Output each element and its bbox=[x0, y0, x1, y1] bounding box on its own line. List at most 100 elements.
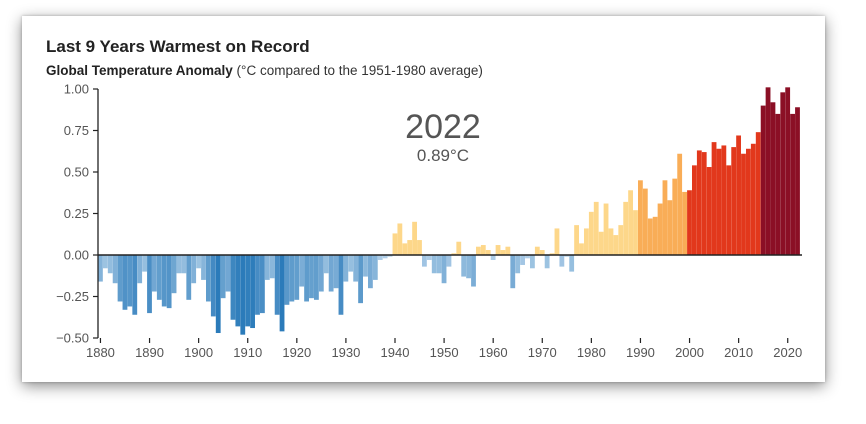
x-tick-label: 1990 bbox=[626, 345, 655, 360]
bar-1962 bbox=[500, 250, 506, 255]
bar-2011 bbox=[741, 153, 746, 255]
bar-1997 bbox=[672, 178, 678, 255]
bar-1890 bbox=[147, 255, 152, 314]
bar-1961 bbox=[495, 245, 501, 255]
bar-1978 bbox=[579, 243, 584, 255]
y-tick-label: 0.25 bbox=[64, 206, 89, 221]
bar-1966 bbox=[520, 255, 525, 265]
bar-1926 bbox=[323, 255, 329, 274]
x-tick-label: 1950 bbox=[430, 345, 459, 360]
chart-subtitle-bold: Global Temperature Anomaly bbox=[46, 63, 233, 78]
y-tick-label: −0.50 bbox=[56, 331, 89, 346]
bar-1889 bbox=[142, 255, 147, 272]
bar-1947 bbox=[426, 255, 432, 260]
bar-1918 bbox=[284, 255, 290, 305]
x-tick-label: 1960 bbox=[479, 345, 508, 360]
bar-1951 bbox=[446, 255, 452, 267]
bar-1904 bbox=[215, 255, 221, 334]
bar-1982 bbox=[598, 231, 604, 255]
y-tick-label: 0.75 bbox=[64, 123, 89, 138]
bar-1899 bbox=[191, 255, 197, 284]
bar-1884 bbox=[117, 255, 123, 302]
bar-1925 bbox=[318, 255, 324, 292]
x-tick-label: 1930 bbox=[331, 345, 360, 360]
bar-2004 bbox=[706, 167, 712, 255]
bar-1905 bbox=[220, 255, 226, 299]
bar-1945 bbox=[417, 240, 422, 255]
bar-1979 bbox=[584, 228, 589, 255]
bar-1882 bbox=[107, 255, 113, 274]
bar-1946 bbox=[422, 255, 427, 267]
bar-1930 bbox=[343, 255, 349, 282]
bar-1995 bbox=[662, 180, 668, 255]
bar-1992 bbox=[647, 218, 653, 255]
bar-1909 bbox=[240, 255, 246, 335]
bar-2018 bbox=[775, 113, 781, 256]
bar-1913 bbox=[260, 255, 265, 314]
bar-1980 bbox=[588, 211, 594, 255]
bar-1881 bbox=[102, 255, 108, 269]
bar-1969 bbox=[534, 246, 540, 255]
bar-2020 bbox=[785, 87, 791, 255]
x-tick-label: 2010 bbox=[724, 345, 753, 360]
chart-subtitle-rest: (°C compared to the 1951-1980 average) bbox=[232, 63, 483, 78]
bar-1894 bbox=[166, 255, 172, 309]
y-tick-label: −0.25 bbox=[56, 289, 89, 304]
bar-2008 bbox=[726, 165, 732, 255]
bar-1991 bbox=[642, 188, 648, 255]
bar-1971 bbox=[544, 255, 550, 269]
bar-2022 bbox=[795, 107, 800, 255]
bar-1940 bbox=[392, 233, 398, 255]
bar-1929 bbox=[338, 255, 344, 315]
bar-1888 bbox=[137, 255, 143, 284]
bar-1967 bbox=[525, 255, 530, 259]
bar-2015 bbox=[760, 105, 766, 255]
bar-2003 bbox=[701, 152, 707, 255]
bar-1990 bbox=[638, 180, 643, 255]
bar-1952 bbox=[451, 253, 457, 255]
bar-1957 bbox=[476, 246, 481, 255]
bar-1944 bbox=[412, 221, 417, 255]
bar-1897 bbox=[181, 255, 187, 274]
bar-1973 bbox=[554, 228, 560, 255]
bar-1984 bbox=[608, 228, 614, 255]
bar-1924 bbox=[314, 255, 319, 300]
bar-1919 bbox=[289, 255, 295, 302]
bar-1920 bbox=[294, 255, 300, 300]
bar-1908 bbox=[235, 255, 241, 327]
bar-1903 bbox=[210, 255, 216, 317]
bar-1910 bbox=[245, 255, 251, 327]
bar-1885 bbox=[122, 255, 128, 310]
x-tick-label: 1920 bbox=[282, 345, 311, 360]
bar-1886 bbox=[127, 255, 133, 307]
highlight-year: 2022 bbox=[405, 108, 481, 146]
chart-title: Last 9 Years Warmest on Record bbox=[46, 37, 310, 56]
bar-1912 bbox=[255, 255, 260, 315]
bar-1939 bbox=[387, 255, 393, 257]
bar-1938 bbox=[382, 255, 388, 259]
bar-2010 bbox=[736, 135, 741, 255]
bar-2013 bbox=[750, 143, 756, 255]
bar-2017 bbox=[770, 102, 776, 255]
bar-1914 bbox=[264, 255, 270, 280]
bar-1974 bbox=[559, 255, 565, 267]
bar-1902 bbox=[206, 255, 211, 302]
bar-1936 bbox=[372, 255, 378, 280]
y-tick-label: 0.50 bbox=[64, 165, 89, 180]
bar-1993 bbox=[652, 216, 658, 255]
bar-1983 bbox=[603, 203, 609, 255]
x-tick-label: 1900 bbox=[184, 345, 213, 360]
bar-2001 bbox=[692, 165, 697, 255]
bar-1956 bbox=[471, 255, 476, 287]
bar-1998 bbox=[677, 153, 683, 255]
bar-1895 bbox=[171, 255, 177, 294]
bar-1958 bbox=[480, 245, 486, 255]
bar-1953 bbox=[456, 241, 462, 255]
bar-1883 bbox=[112, 255, 118, 284]
bar-1976 bbox=[569, 255, 575, 272]
bar-1887 bbox=[132, 255, 138, 315]
bar-1999 bbox=[682, 191, 687, 255]
bar-1921 bbox=[299, 255, 305, 287]
bar-1960 bbox=[490, 255, 496, 260]
bar-1932 bbox=[353, 255, 359, 282]
